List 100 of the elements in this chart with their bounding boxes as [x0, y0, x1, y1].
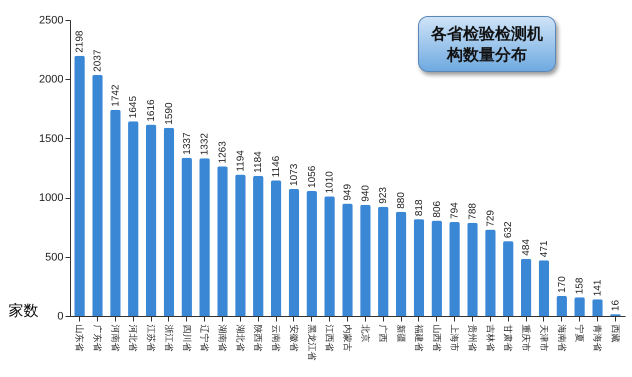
bar	[306, 190, 317, 316]
bar	[556, 296, 567, 316]
x-tick-label: 辽宁省	[198, 324, 210, 352]
data-label: 729	[485, 210, 496, 227]
bar	[164, 128, 174, 316]
x-tick-label: 安徽省	[288, 324, 299, 352]
data-label: 806	[432, 200, 443, 218]
bar	[414, 219, 424, 316]
bar	[146, 124, 156, 316]
data-label: 1645	[128, 96, 140, 118]
x-tick-label: 上海市	[448, 324, 460, 352]
bar	[324, 196, 335, 316]
text: 各省检验检测机构数量分布	[418, 16, 556, 72]
bar	[396, 212, 406, 316]
data-label: 158	[574, 277, 586, 294]
bar	[592, 299, 603, 316]
x-tick-label: 山东省	[74, 324, 85, 352]
data-label: 141	[592, 279, 604, 296]
data-label: 949	[342, 184, 354, 201]
data-label: 818	[414, 199, 425, 216]
y-tick-label: 0	[57, 310, 64, 322]
x-tick-label: 贵州省	[466, 324, 478, 352]
bar	[574, 297, 585, 316]
data-label: 1263	[218, 140, 228, 164]
x-tick-label: 重庆市	[520, 324, 532, 352]
y-axis-title: 家数	[8, 302, 38, 320]
data-label: 484	[521, 238, 532, 256]
x-tick-label: 吉林省	[484, 324, 496, 352]
bar	[503, 241, 514, 316]
data-label: 1742	[110, 84, 122, 107]
bar	[128, 121, 138, 316]
x-tick-label: 河南省	[109, 324, 120, 352]
data-label: 2198	[74, 30, 86, 53]
x-tick-label: 天津市	[538, 324, 549, 352]
bar	[467, 222, 478, 316]
data-label: 170	[556, 276, 568, 293]
bar	[235, 174, 246, 316]
data-label: 1184	[253, 150, 264, 173]
bar	[92, 74, 103, 316]
y-tick-label: 1500	[39, 132, 64, 145]
y-tick-label: 1000	[39, 192, 64, 204]
bar	[217, 166, 228, 316]
data-label: 16	[610, 300, 622, 312]
x-tick-label: 浙江省	[162, 324, 174, 352]
x-tick-label: 云南省	[270, 324, 282, 352]
x-tick-label: 山西省	[430, 324, 442, 352]
x-tick-label: 海南省	[556, 324, 567, 352]
bar	[432, 220, 442, 316]
bar	[110, 110, 121, 316]
bar	[520, 258, 532, 316]
x-tick-label: 甘肃省	[502, 324, 514, 352]
x-tick-label: 内蒙古	[342, 324, 352, 352]
bar	[199, 158, 210, 316]
bar	[270, 180, 282, 316]
x-tick-label: 广东省	[92, 324, 102, 352]
bar	[538, 260, 550, 316]
y-tick-label: 2000	[39, 74, 64, 86]
y-tick-label: 2500	[39, 14, 64, 26]
y-tick-label: 500	[45, 251, 64, 264]
data-label: 471	[538, 240, 550, 258]
bar	[360, 204, 371, 316]
data-label: 1332	[200, 132, 211, 156]
bar	[74, 56, 85, 316]
x-tick-label: 宁夏	[574, 324, 585, 342]
x-tick-label: 北京	[359, 324, 370, 342]
data-label: 1056	[306, 165, 318, 188]
x-tick-label: 湖南省	[216, 324, 228, 352]
bar	[182, 158, 192, 316]
data-label: 1073	[288, 163, 300, 186]
x-tick-label: 四川省	[180, 324, 192, 352]
data-label: 1616	[146, 98, 158, 122]
data-label: 794	[450, 202, 461, 219]
x-tick-label: 陕西省	[252, 324, 264, 352]
data-label: 788	[468, 202, 478, 220]
data-label: 940	[360, 184, 372, 202]
x-tick-label: 黑龙江省	[306, 324, 317, 360]
data-label: 1194	[235, 150, 246, 172]
x-tick-label: 江西省	[324, 324, 335, 352]
x-tick-label: 江苏省	[145, 324, 156, 352]
x-tick-label: 西藏	[609, 324, 620, 342]
data-label: 880	[396, 192, 408, 209]
data-label: 923	[378, 186, 390, 204]
bar	[342, 204, 353, 316]
data-label: 632	[503, 221, 514, 238]
bar	[378, 206, 388, 316]
bar	[449, 222, 460, 316]
x-tick-label: 福建省	[412, 324, 424, 352]
data-label: 2037	[92, 49, 104, 72]
data-label: 1146	[271, 155, 282, 178]
data-label: 1010	[324, 170, 336, 194]
x-tick-label: 青海省	[592, 324, 602, 352]
bar	[253, 176, 264, 316]
x-tick-label: 广西	[377, 324, 388, 342]
x-tick-label: 湖北省	[234, 324, 246, 352]
bar	[485, 230, 496, 316]
x-tick-label: 河北省	[127, 324, 138, 352]
data-label: 1590	[164, 102, 175, 125]
bar	[288, 188, 300, 316]
data-label: 1337	[182, 132, 193, 155]
x-tick-label: 新疆	[395, 324, 406, 342]
